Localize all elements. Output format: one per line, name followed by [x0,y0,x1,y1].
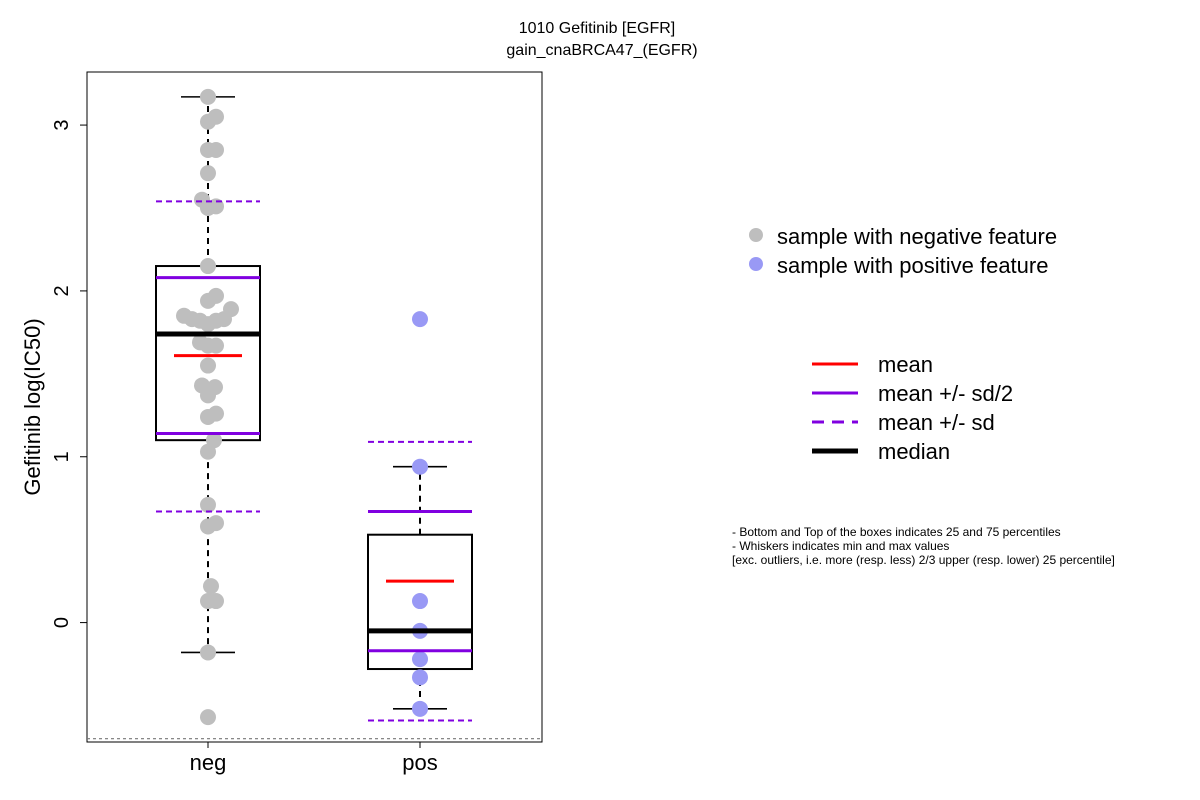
data-point [208,141,224,158]
legend-line-item: mean +/- sd/2 [812,381,1013,406]
legend: sample with negative feature sample with … [749,224,1057,464]
box [367,533,473,671]
x-axis: neg pos [190,742,438,775]
legend-line-item: median [812,439,950,464]
legend-line-item: mean +/- sd [812,410,995,435]
data-point [200,387,216,404]
data-point [200,443,216,460]
plot-area [87,88,542,740]
y-tick-label: 1 [51,451,73,462]
note-line: - Whiskers indicates min and max values [732,539,949,553]
data-point [412,458,428,475]
legend-marker [749,228,763,242]
legend-label: sample with negative feature [777,224,1057,249]
legend-label: median [878,439,950,464]
data-point [200,644,216,661]
chart-title: 1010 Gefitinib [EGFR] [519,20,676,37]
group-pos [367,311,473,722]
note-line: - Bottom and Top of the boxes indicates … [732,525,1061,539]
data-point [200,357,216,374]
data-point [208,405,224,422]
legend-marker [749,257,763,271]
y-tick-label: 0 [51,617,73,628]
y-axis-title: Gefitinib log(IC50) [20,318,45,495]
data-point [208,515,224,532]
data-point [200,258,216,275]
notes: - Bottom and Top of the boxes indicates … [732,525,1115,567]
y-tick-label: 3 [51,120,73,131]
group-neg [155,88,261,726]
data-point [412,651,428,668]
chart-subtitle: gain_cnaBRCA47_(EGFR) [506,42,697,59]
data-point [216,311,232,328]
legend-label: mean [878,352,933,377]
data-point [208,108,224,125]
y-tick-label: 2 [51,285,73,296]
data-point [412,593,428,610]
data-point [412,311,428,328]
legend-label: sample with positive feature [777,253,1048,278]
data-point [200,496,216,513]
x-tick-label: pos [402,750,437,775]
data-point [200,165,216,182]
data-point [208,593,224,610]
legend-point-item: sample with negative feature [749,224,1057,249]
x-tick-label: neg [190,750,227,775]
y-axis: 0 1 2 3 [51,120,88,628]
data-point [203,578,219,595]
legend-label: mean +/- sd/2 [878,381,1013,406]
legend-label: mean +/- sd [878,410,995,435]
data-point [412,700,428,717]
data-point [412,669,428,686]
data-point [208,287,224,304]
data-point [200,88,216,105]
legend-line-item: mean [812,352,933,377]
data-point [208,337,224,354]
data-point [200,709,216,726]
legend-point-item: sample with positive feature [749,253,1048,278]
note-line: [exc. outliers, i.e. more (resp. less) 2… [732,553,1115,567]
